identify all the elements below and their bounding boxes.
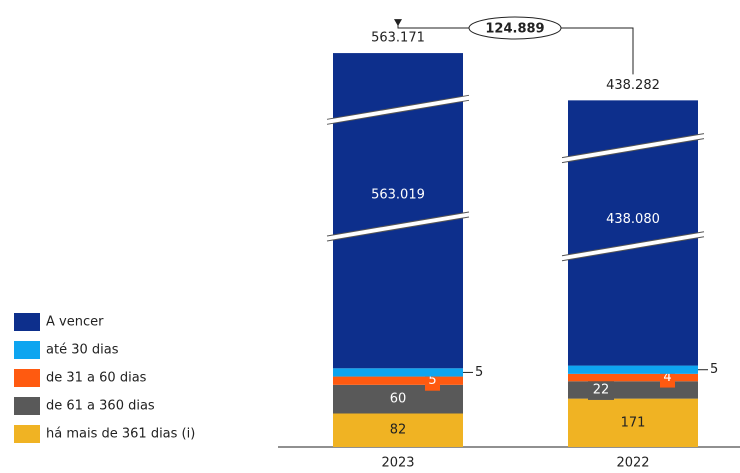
data-label: 60 <box>390 392 407 407</box>
difference-label: 124.889 <box>485 22 544 37</box>
legend-swatch <box>14 397 40 415</box>
data-label: 5 <box>710 362 718 377</box>
bar-segment <box>333 384 463 414</box>
difference-connector <box>561 27 634 75</box>
difference-badge <box>468 16 562 40</box>
x-tick-label: 2023 <box>381 456 414 471</box>
data-label: 22 <box>593 382 610 397</box>
data-label: 82 <box>390 423 407 438</box>
data-label: 5 <box>475 365 483 380</box>
label-box <box>588 379 614 400</box>
bar-segment <box>333 376 463 385</box>
bar-segment <box>333 53 463 369</box>
bar-segment <box>568 100 698 366</box>
legend-swatch <box>14 313 40 331</box>
axis-break <box>561 133 705 163</box>
bar-segment <box>333 413 463 447</box>
data-label: 563.019 <box>371 187 425 202</box>
axis-break-edge <box>561 231 705 262</box>
bar-segment <box>333 368 463 377</box>
axis-break-edge <box>326 94 470 125</box>
axis-break <box>561 231 705 261</box>
axis-break-edge <box>561 133 705 164</box>
total-label: 438.282 <box>606 78 660 93</box>
legend-swatch <box>14 425 40 443</box>
x-tick-label: 2022 <box>616 456 649 471</box>
axis-break <box>326 211 470 241</box>
legend-swatch <box>14 369 40 387</box>
data-label: 4 <box>663 370 671 385</box>
difference-arrow <box>394 19 402 27</box>
legend-label: de 31 a 60 dias <box>46 371 147 386</box>
total-label: 563.171 <box>371 31 425 46</box>
bar-segment <box>568 381 698 399</box>
axis-break-edge <box>326 211 470 242</box>
difference-connector <box>397 21 469 29</box>
legend-swatch <box>14 341 40 359</box>
data-label: 438.080 <box>606 212 660 227</box>
bar-segment <box>568 398 698 447</box>
legend-label: há mais de 361 dias (i) <box>46 427 195 442</box>
bar-segment <box>568 365 698 374</box>
legend-label: A vencer <box>46 315 104 330</box>
legend-label: de 61 a 360 dias <box>46 399 155 414</box>
bar-segment <box>568 373 698 382</box>
data-label: 171 <box>621 415 646 430</box>
legend-label: até 30 dias <box>46 343 119 358</box>
axis-break <box>326 95 470 125</box>
data-label: 5 <box>428 373 436 388</box>
